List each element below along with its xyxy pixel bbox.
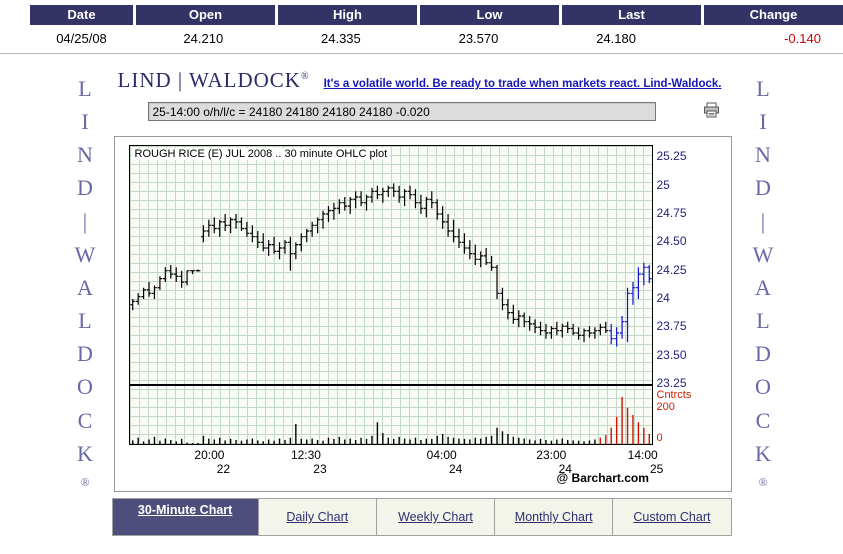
quote-value-change: -0.140 [784, 31, 821, 46]
ohlc-readout-field[interactable] [147, 102, 656, 121]
x-axis-time-label: 14:00 [627, 448, 658, 462]
vertical-brand-letter: A [755, 274, 771, 300]
vertical-brand-letter: L [78, 308, 92, 334]
chart-watermark: @ Barchart.com [556, 471, 649, 485]
x-axis-day-label: 25 [649, 462, 664, 476]
quote-header-date: Date [30, 5, 133, 25]
tab-30-minute-chart[interactable]: 30-Minute Chart [112, 499, 259, 535]
vertical-brand-letter: L [756, 76, 770, 101]
y-axis-label: 24.25 [656, 262, 687, 277]
y-axis-label: 25 [656, 177, 670, 192]
chart-title: ROUGH RICE (E) JUL 2008 .. 30 minute OHL… [131, 148, 391, 160]
vertical-brand-letter: K [77, 440, 93, 466]
quote-value-date: 04/25/08 [56, 31, 107, 46]
vertical-brand-letter: O [755, 374, 771, 400]
vertical-brand-letter: I [759, 109, 767, 135]
vertical-brand-letter: D [755, 341, 771, 367]
chart-plot[interactable]: ROUGH RICE (E) JUL 2008 .. 30 minute OHL… [128, 145, 653, 445]
ohlc-series [129, 183, 652, 444]
tab-daily-chart[interactable]: Daily Chart [259, 499, 377, 535]
x-axis-day-label: 22 [216, 462, 231, 476]
y-axis-label: 24.50 [656, 234, 687, 249]
vertical-brand-letter: L [756, 308, 770, 334]
quote-strip-header: Date Open High Low Last Change [30, 5, 843, 25]
registered-mark: ® [80, 474, 90, 489]
quote-value-last: 24.180 [596, 31, 636, 46]
registered-mark: ® [300, 71, 310, 82]
vertical-brand-letter: N [755, 142, 771, 168]
vertical-brand-letter: | [760, 208, 766, 234]
y-axis-label: 25.25 [656, 149, 687, 164]
quote-value-low: 23.570 [458, 31, 499, 46]
volume-axis-tick: 200 [656, 400, 675, 413]
quote-header-open: Open [136, 5, 275, 25]
vertical-brand-letter: K [755, 440, 771, 466]
volume-axis-zero: 0 [656, 432, 663, 444]
y-axis-label: 23.25 [656, 376, 687, 390]
vertical-brand-letter: W [752, 241, 774, 267]
logo: LIND | WALDOCK® [117, 68, 310, 92]
price-volume-separator [129, 384, 652, 386]
vertical-brand-letter: I [81, 109, 89, 135]
x-axis-day-label: 24 [449, 462, 463, 476]
chart-period-tabs: 30-Minute Chart Daily Chart Weekly Chart… [111, 498, 732, 536]
quote-strip: Date Open High Low Last Change 04/25/08 … [0, 0, 843, 54]
vertical-brand-letter: O [77, 374, 93, 400]
vertical-brand-letter: D [77, 175, 93, 201]
tab-custom-chart[interactable]: Custom Chart [633, 510, 711, 524]
vertical-brand-letter: D [77, 341, 93, 367]
vertical-brand-letter: A [77, 274, 93, 300]
quote-value-high: 24.335 [321, 31, 361, 46]
x-axis-day-label: 23 [313, 462, 327, 476]
vertical-brand-left: L I N D | W A L D O C K ® [69, 78, 101, 488]
tab-weekly-chart[interactable]: Weekly Chart [377, 499, 496, 535]
divider [0, 53, 843, 54]
tagline-link[interactable]: It's a volatile world. Be ready to trade… [323, 78, 722, 90]
quote-strip-values: 04/25/08 24.210 24.335 23.570 24.180 -0.… [30, 25, 843, 53]
vertical-brand-letter: D [755, 175, 771, 201]
registered-mark: ® [758, 474, 768, 489]
quote-header-change: Change [704, 5, 843, 25]
y-axis-label: 24 [656, 291, 670, 305]
quote-header-last: Last [562, 5, 701, 25]
vertical-brand-letter: C [77, 407, 93, 433]
quote-header-low: Low [420, 5, 559, 25]
vertical-brand-letter: L [78, 76, 92, 101]
x-axis-time-label: 12:30 [290, 448, 321, 462]
y-axis-label: 23.75 [656, 319, 687, 334]
vertical-brand-letter: C [755, 407, 771, 433]
x-axis-day-label: 24 [558, 462, 572, 476]
volume-axis-label: Cntrcts [656, 388, 692, 401]
x-axis-time-label: 04:00 [426, 448, 457, 462]
tab-monthly-chart[interactable]: Monthly Chart [495, 499, 614, 535]
printer-icon[interactable] [703, 102, 720, 121]
quote-value-open: 24.210 [183, 31, 224, 46]
quote-header-high: High [278, 5, 417, 25]
x-axis-time-label: 23:00 [536, 448, 567, 462]
y-axis-label: 24.75 [656, 206, 687, 220]
vertical-brand-right: L I N D | W A L D O C K ® [747, 78, 779, 488]
y-axis-label: 23.50 [656, 347, 687, 362]
vertical-brand-letter: W [74, 241, 96, 267]
x-axis-time-label: 20:00 [194, 448, 225, 462]
chart-panel: ROUGH RICE (E) JUL 2008 .. 30 minute OHL… [113, 136, 732, 492]
vertical-brand-letter: N [77, 142, 93, 168]
vertical-brand-letter: | [82, 208, 88, 234]
